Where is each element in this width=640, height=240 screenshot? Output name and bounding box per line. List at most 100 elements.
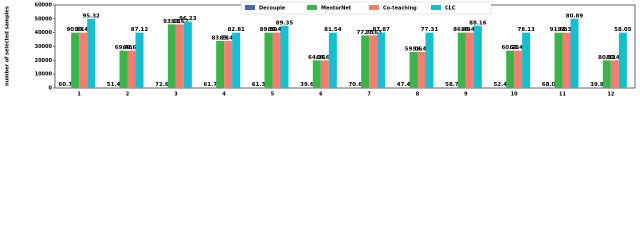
bar <box>425 32 434 88</box>
legend-swatch <box>245 5 255 10</box>
bar <box>610 60 619 88</box>
bar-label: 95.32 <box>82 13 100 19</box>
y-tick-label: 0 <box>49 86 53 92</box>
bar-label: 60.45 <box>509 45 527 51</box>
bar-label: 52.42 <box>493 82 511 88</box>
bar <box>465 32 474 88</box>
bar <box>409 52 418 88</box>
bar-label: 64.61 <box>316 55 334 61</box>
y-tick-label: 50000 <box>35 16 53 22</box>
bar-label: 86.43 <box>461 27 479 33</box>
bar-label: 80.89 <box>566 13 584 19</box>
bar <box>522 32 531 88</box>
bar-label: 87.12 <box>131 27 149 33</box>
legend-swatch <box>431 5 441 10</box>
bar <box>264 32 273 88</box>
bar-label: 59.06 <box>405 47 423 53</box>
bar-label: 69.65 <box>123 45 141 51</box>
bar <box>554 32 563 88</box>
bar-label: 80.33 <box>598 55 616 61</box>
bar <box>183 21 192 89</box>
legend-swatch <box>307 5 317 10</box>
bar-label: 82.81 <box>227 27 245 33</box>
bar-label: 60.20 <box>501 45 519 51</box>
bar <box>361 35 370 88</box>
bar-label: 39.62 <box>300 82 318 88</box>
y-tick-label: 60000 <box>35 3 53 9</box>
bar-label: 77.63 <box>364 30 382 36</box>
x-tick-label: 11 <box>559 92 566 98</box>
bar-label: 89.42 <box>268 27 286 33</box>
bar <box>473 25 482 88</box>
x-tick-label: 9 <box>464 92 468 98</box>
x-tick-label: 7 <box>367 92 371 98</box>
x-tick-label: 3 <box>174 92 178 98</box>
bar-label: 96.23 <box>179 16 197 22</box>
bar <box>79 32 88 88</box>
bar <box>135 32 144 88</box>
bar-label: 59.44 <box>413 47 431 53</box>
chart: number of selected samples 0 10000 20000 30… <box>5 1 636 98</box>
x-tick-label: 6 <box>319 92 323 98</box>
y-tick-label: 30000 <box>35 44 53 50</box>
bar-label: 91.68 <box>550 27 568 33</box>
bar-label: 60.79 <box>58 82 76 88</box>
bar <box>417 52 426 88</box>
bar <box>175 24 184 88</box>
bar-label: 80.43 <box>606 55 624 61</box>
bar-label: 64.36 <box>308 55 326 61</box>
bar <box>506 50 515 88</box>
x-tick-label: 2 <box>126 92 130 98</box>
x-tick-label: 10 <box>511 92 518 98</box>
bar <box>71 32 80 88</box>
bar-label: 83.23 <box>211 35 229 41</box>
y-axis-label: number of selected samples <box>5 6 11 86</box>
bar <box>127 50 136 88</box>
bar-label: 78.13 <box>517 27 535 33</box>
legend-box <box>240 1 492 15</box>
bar-label: 70.62 <box>348 82 366 88</box>
bar-label: 89.39 <box>260 27 278 33</box>
legend-label: MentorNet <box>321 6 352 12</box>
bar-label: 77.31 <box>421 27 439 33</box>
y-tick-label: 10000 <box>35 72 53 78</box>
bar-label: 72.60 <box>155 82 173 88</box>
bar-label: 47.44 <box>397 82 415 88</box>
bar-label: 77.73 <box>356 30 374 36</box>
bar <box>272 32 281 88</box>
y-tick-label: 20000 <box>35 58 53 64</box>
x-tick-label: 5 <box>271 92 275 98</box>
x-tick-label: 8 <box>416 92 420 98</box>
x-tick-label: 12 <box>607 92 614 98</box>
legend-swatch <box>369 5 379 10</box>
bar-label: 58.05 <box>614 27 632 33</box>
bar <box>562 32 571 88</box>
bar-label: 69.48 <box>115 45 133 51</box>
x-tick-label: 1 <box>77 92 81 98</box>
bar-label: 88.16 <box>469 20 487 26</box>
bar <box>602 60 611 88</box>
bar-label: 68.05 <box>542 82 560 88</box>
bar <box>514 50 523 88</box>
legend-label: Co-teaching <box>383 6 417 12</box>
bar-label: 39.88 <box>590 82 608 88</box>
bar-label: 93.67 <box>171 19 189 25</box>
bar <box>280 25 289 88</box>
bar-label: 91.38 <box>558 27 576 33</box>
bar <box>377 32 386 88</box>
bar <box>87 18 96 88</box>
bar-label: 51.47 <box>107 82 125 88</box>
bar <box>224 40 233 88</box>
bar-label: 86.49 <box>453 27 471 33</box>
legend-label: CLC <box>445 6 456 12</box>
bar <box>167 24 176 88</box>
bar <box>119 50 128 88</box>
bar <box>216 40 225 88</box>
bar <box>457 32 466 88</box>
bar-label: 58.71 <box>445 82 463 88</box>
bar-label: 83.43 <box>219 35 237 41</box>
bar-label: 81.54 <box>324 27 342 33</box>
bar <box>328 32 337 88</box>
bar <box>369 35 378 88</box>
legend-label: Decouple <box>259 6 286 12</box>
